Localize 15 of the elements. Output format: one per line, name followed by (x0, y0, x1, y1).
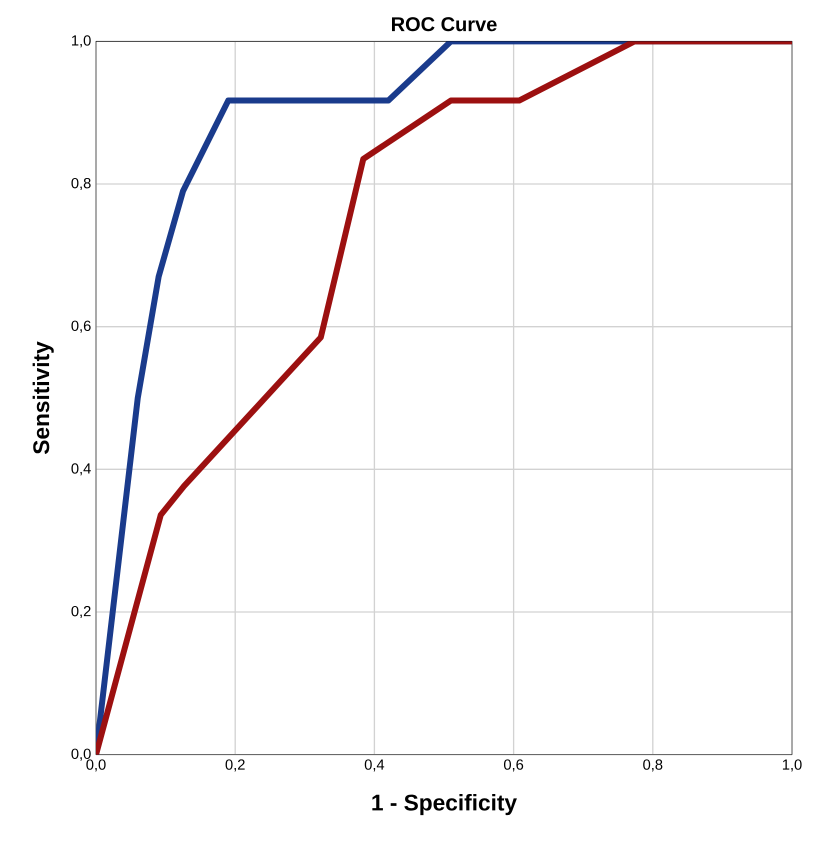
y-tick-label: 1,0 (72, 35, 91, 48)
x-tick-label: 0,2 (226, 759, 245, 772)
y-axis-title: Sensitivity (32, 341, 54, 454)
x-tick-label: 1,0 (783, 759, 802, 772)
x-tick-label: 0,8 (643, 759, 663, 772)
chart-title: ROC Curve (392, 17, 497, 32)
x-axis-title: 1 - Specificity (372, 794, 518, 816)
y-tick-label: 0,8 (72, 178, 91, 190)
x-tick-label: 0,0 (86, 759, 106, 772)
y-tick-label: 0,4 (72, 463, 92, 476)
y-tick-label: 0,6 (72, 320, 91, 333)
y-tick-label: 0,0 (72, 748, 91, 761)
x-tick-label: 0,4 (364, 759, 384, 772)
x-tick-label: 0,6 (504, 759, 524, 772)
y-tick-label: 0,2 (72, 606, 91, 618)
